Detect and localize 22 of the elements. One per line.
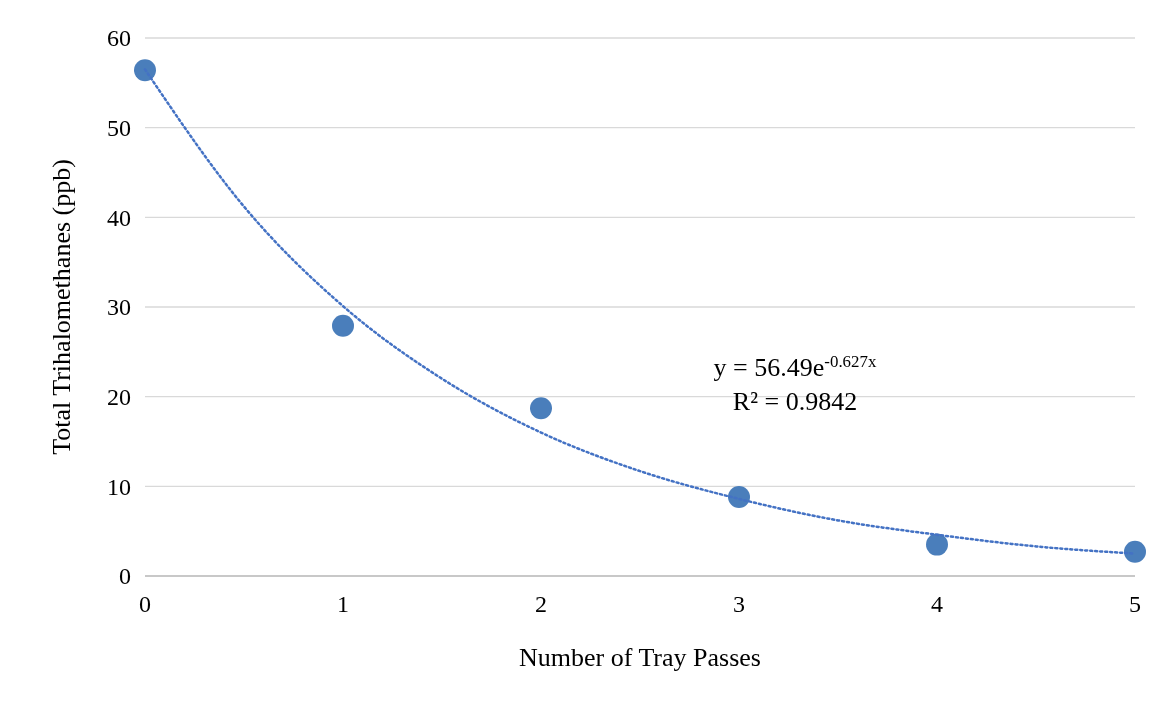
x-tick-label: 3 — [733, 591, 745, 617]
x-tick-label: 2 — [535, 591, 547, 617]
point — [926, 533, 948, 556]
x-tick-label: 1 — [337, 591, 349, 617]
y-tick-label: 60 — [107, 25, 131, 52]
point — [134, 59, 156, 82]
y-tick-label: 50 — [107, 115, 131, 142]
y-tick-label: 10 — [107, 473, 131, 500]
x-tick-label: 4 — [931, 591, 943, 617]
annotation: y = 56.49e$^{-0.627x}$ — [713, 351, 877, 382]
point — [332, 314, 354, 337]
x-tick-label: 0 — [139, 591, 151, 617]
y-tick-label: 30 — [107, 294, 131, 321]
x-tick-label: 5 — [1129, 591, 1141, 617]
y-axis-title: Total Trihalomethanes (ppb) — [47, 159, 76, 455]
y-tick-label: 20 — [107, 384, 131, 411]
point — [1124, 540, 1146, 563]
point — [530, 397, 552, 420]
annotation: R² = 0.9842 — [732, 387, 858, 416]
y-tick-label: 0 — [119, 563, 131, 590]
x-axis-title: Number of Tray Passes — [519, 643, 761, 672]
y-tick-label: 40 — [107, 204, 131, 231]
